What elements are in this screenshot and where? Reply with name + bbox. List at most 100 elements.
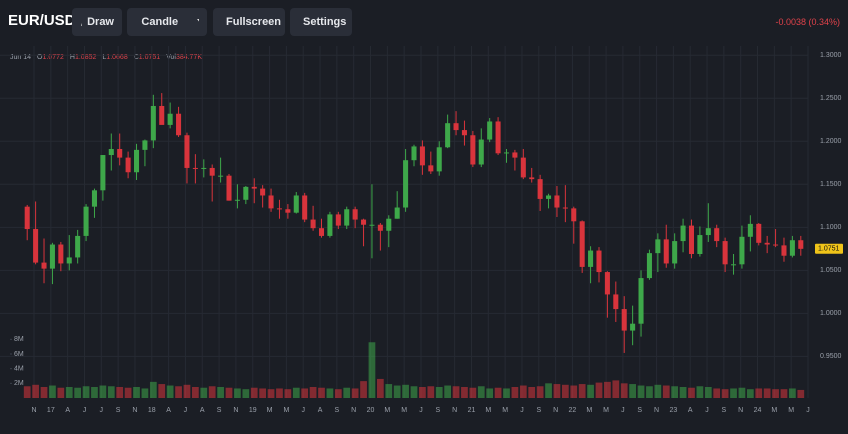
- volume-bar: [545, 383, 552, 398]
- legend-value: 1.0668: [106, 54, 128, 61]
- y-tick-label: 1.1000: [820, 224, 842, 231]
- volume-bar: [107, 386, 115, 398]
- volume-bar: [276, 388, 283, 398]
- legend-item: C1.0751: [134, 54, 160, 61]
- volume-bar: [334, 389, 342, 398]
- x-tick-label: N: [31, 407, 36, 414]
- candle-body: [386, 218, 392, 231]
- volume-bar: [528, 387, 536, 398]
- fullscreen-button[interactable]: Fullscreen: [213, 8, 285, 36]
- volume-bar: [427, 386, 435, 398]
- candle-body: [478, 139, 484, 165]
- candle-body: [663, 239, 669, 264]
- volume-bar: [175, 386, 182, 398]
- volume-bar: [780, 389, 788, 398]
- volume-tick-label: 2M: [14, 380, 24, 387]
- x-tick-label: S: [435, 407, 440, 414]
- volume-bar: [511, 387, 519, 398]
- volume-bar: [452, 386, 460, 398]
- candle-body: [66, 257, 72, 264]
- volume-bar: [318, 387, 325, 398]
- candle-body: [361, 219, 367, 225]
- volume-bar: [301, 388, 309, 398]
- volume-bar: [259, 388, 267, 398]
- volume-bar: [646, 386, 653, 398]
- volume-bar: [435, 387, 443, 398]
- volume-bar: [461, 387, 468, 398]
- volume-bar: [23, 386, 31, 398]
- legend-item: H1.0852: [70, 54, 96, 61]
- candle-body: [630, 323, 636, 331]
- candle-body: [672, 241, 678, 264]
- candle-body: [260, 188, 266, 196]
- volume-bar: [477, 386, 485, 398]
- candle-body: [529, 177, 535, 180]
- x-tick-label: J: [621, 407, 625, 414]
- candle-body: [369, 224, 375, 226]
- x-tick-label: 24: [754, 407, 762, 414]
- candle-body: [697, 235, 703, 254]
- volume-bar: [730, 388, 737, 398]
- candle-body: [403, 160, 409, 208]
- button-label: Settings: [303, 16, 347, 28]
- candle-body: [117, 149, 123, 158]
- candle-body: [24, 206, 30, 230]
- x-tick-label: M: [603, 407, 609, 414]
- volume-bar: [797, 389, 805, 398]
- volume-bar: [561, 384, 569, 398]
- candle-body: [445, 123, 451, 148]
- settings-button[interactable]: Settings: [290, 8, 352, 36]
- candle-body: [739, 236, 745, 265]
- volume-bar: [662, 385, 670, 398]
- candle-body: [503, 152, 510, 154]
- x-tick-label: J: [419, 407, 423, 414]
- y-tick-label: 1.0000: [820, 310, 842, 317]
- candle-body: [91, 190, 97, 207]
- x-tick-label: N: [654, 407, 659, 414]
- x-tick-label: M: [283, 407, 289, 414]
- volume-bar: [755, 388, 763, 398]
- candle-body: [310, 219, 316, 229]
- x-tick-label: M: [401, 407, 407, 414]
- candle-body: [461, 130, 467, 136]
- button-label: Candle: [141, 16, 179, 28]
- candle-body: [688, 225, 695, 254]
- candle-button[interactable]: Candle: [127, 8, 207, 36]
- candle-body: [108, 149, 114, 156]
- y-tick-label: 1.0500: [820, 267, 842, 274]
- volume-tick-label: 6M: [14, 351, 24, 358]
- volume-bar: [746, 389, 754, 398]
- volume-bar: [503, 388, 510, 398]
- volume-bar: [402, 384, 409, 398]
- y-tick-label: 1.2500: [820, 95, 842, 102]
- draw-button[interactable]: Draw: [72, 8, 122, 36]
- y-tick-label: 0.9500: [820, 353, 842, 360]
- x-tick-label: 20: [367, 407, 375, 414]
- x-tick-label: N: [738, 407, 743, 414]
- volume-bar: [377, 378, 384, 398]
- volume-bar: [99, 385, 107, 398]
- candle-body: [344, 209, 350, 226]
- candle-body: [646, 253, 652, 279]
- symbol[interactable]: EUR/USD: [8, 12, 76, 29]
- candle-body: [621, 309, 627, 331]
- candle-body: [470, 135, 476, 165]
- volume-bar: [267, 389, 275, 398]
- volume-bar: [284, 389, 292, 398]
- candle-body: [276, 208, 282, 210]
- x-tick-label: M: [384, 407, 390, 414]
- volume-bar: [149, 381, 157, 398]
- volume-bar: [553, 384, 561, 398]
- x-tick-label: J: [83, 407, 87, 414]
- candle-body: [83, 206, 89, 236]
- volume-bar: [612, 380, 620, 398]
- x-tick-label: N: [452, 407, 457, 414]
- x-tick-label: J: [184, 407, 188, 414]
- candle-body: [680, 225, 686, 242]
- volume-bar: [57, 387, 65, 398]
- candle-body: [705, 228, 711, 236]
- volume-bar: [637, 385, 645, 398]
- x-tick-label: M: [485, 407, 491, 414]
- candle-body: [150, 105, 156, 141]
